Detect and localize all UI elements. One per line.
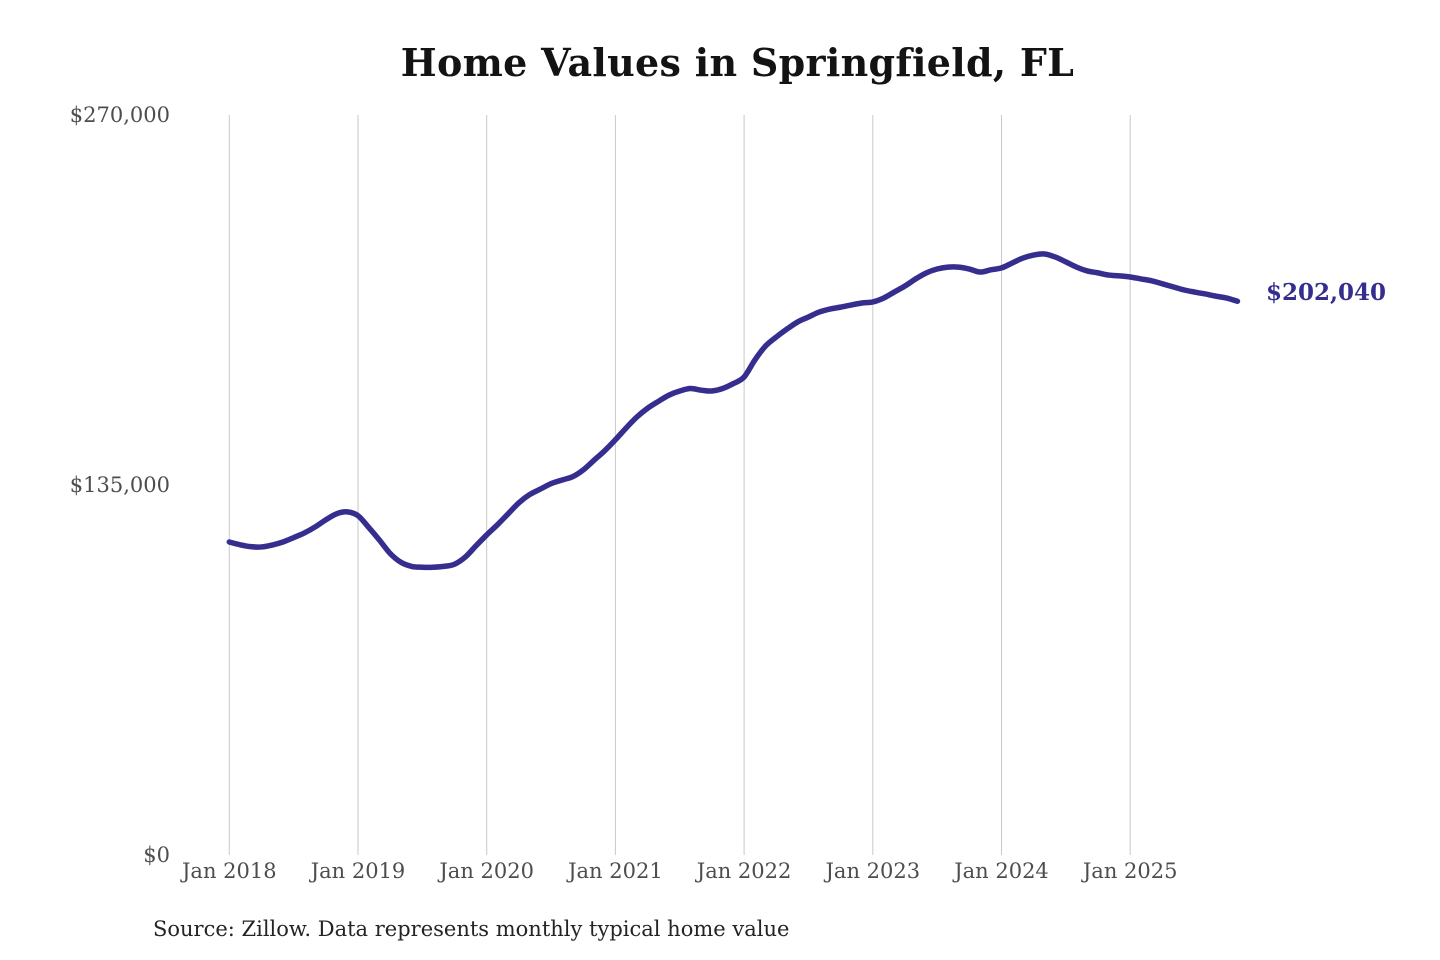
home-value-line [226,251,1241,571]
source-note: Source: Zillow. Data represents monthly … [153,917,790,941]
x-tick-label: Jan 2025 [1081,859,1178,883]
x-tick-label: Jan 2024 [952,859,1049,883]
x-tick-label: Jan 2019 [309,859,406,883]
y-tick-label: $0 [143,843,170,867]
chart-title: Home Values in Springfield, FL [400,40,1075,85]
x-tick-label: Jan 2022 [695,859,792,883]
x-tick-label: Jan 2021 [566,859,663,883]
x-tick-label: Jan 2018 [180,859,277,883]
x-tick-label: Jan 2023 [824,859,921,883]
y-tick-label: $270,000 [70,103,170,127]
x-tick-label: Jan 2020 [437,859,534,883]
latest-value-label: $202,040 [1266,279,1386,306]
y-tick-label: $135,000 [70,473,170,497]
